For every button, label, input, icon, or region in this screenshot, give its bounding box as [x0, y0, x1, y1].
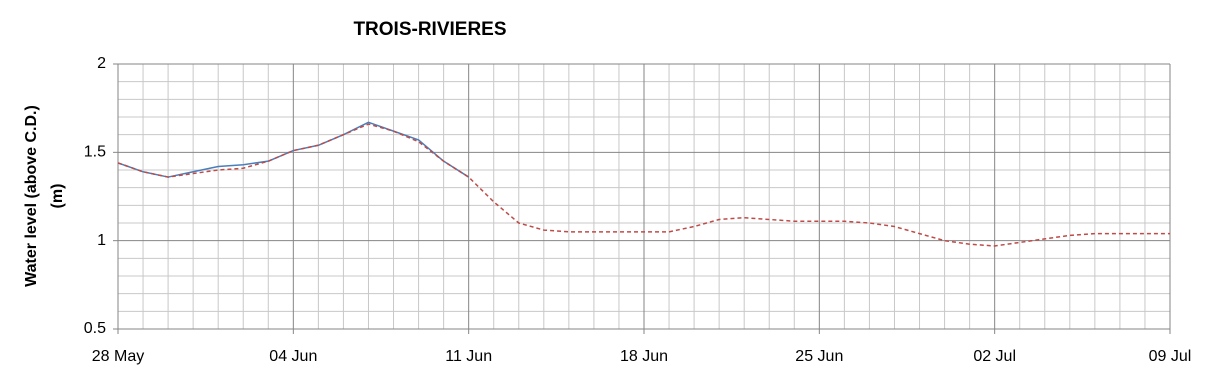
x-tick-label: 18 Jun [620, 348, 668, 365]
x-tick-label: 09 Jul [1149, 348, 1192, 365]
x-tick-label: 02 Jul [973, 348, 1016, 365]
data-line [117, 121, 470, 178]
x-tick-label: 25 Jun [795, 348, 843, 365]
y-axis-title: Water level (above C.D.) [23, 105, 40, 287]
y-tick-label: 1.5 [84, 144, 106, 161]
y-tick-label: 1 [97, 232, 106, 249]
y-tick-label: 2 [97, 55, 106, 72]
y-tick-label: 0.5 [84, 320, 106, 337]
x-tick-label: 11 Jun [445, 348, 492, 365]
y-axis-title: (m) [49, 184, 66, 209]
chart-title: TROIS-RIVIERES [353, 19, 506, 40]
x-tick-label: 04 Jun [269, 348, 317, 365]
data-line [117, 123, 1170, 247]
x-tick-label: 28 May [92, 348, 144, 365]
